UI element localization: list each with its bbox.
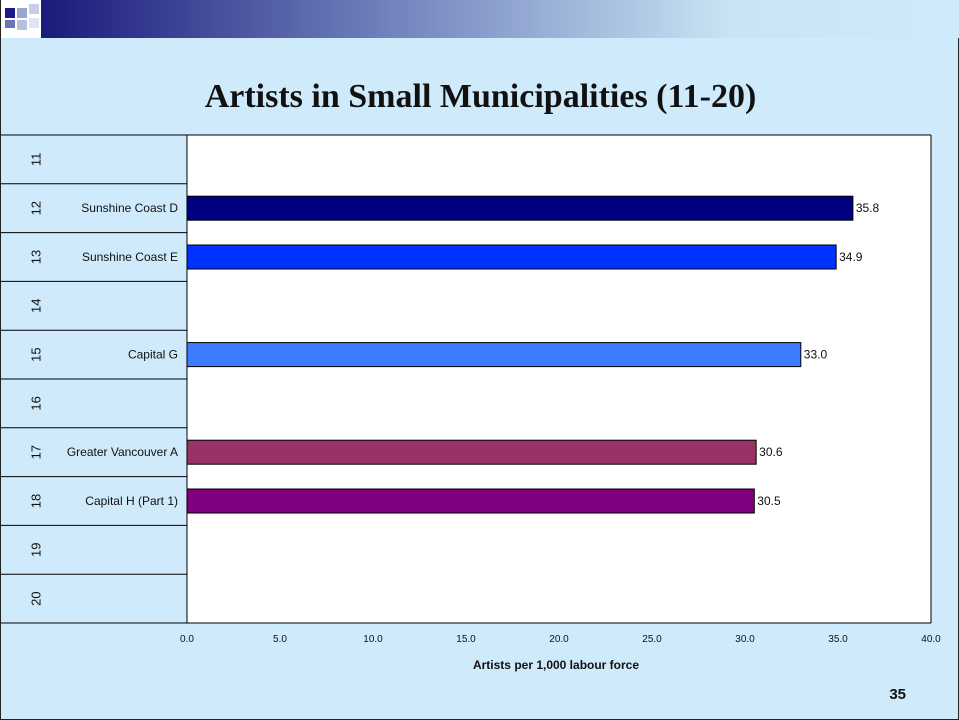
rank-label: 14 <box>28 299 43 313</box>
x-tick-label: 25.0 <box>642 634 662 645</box>
page-title: Artists in Small Municipalities (11-20) <box>204 78 757 115</box>
data-label: 30.6 <box>759 445 783 459</box>
rank-label: 20 <box>28 591 43 605</box>
data-label: 35.8 <box>856 201 880 215</box>
x-tick-label: 20.0 <box>549 634 569 645</box>
rank-label: 12 <box>28 201 43 215</box>
rank-label: 17 <box>28 445 43 459</box>
x-tick-label: 30.0 <box>735 634 755 645</box>
bars <box>186 195 854 514</box>
bar <box>186 244 837 270</box>
category-label: Capital H (Part 1) <box>85 494 178 508</box>
data-label: 33.0 <box>804 348 828 362</box>
x-axis-label: Artists per 1,000 labour force <box>473 658 639 672</box>
page-number: 35 <box>889 686 906 703</box>
x-tick-label: 5.0 <box>273 634 287 645</box>
rank-label: 15 <box>28 347 43 361</box>
rank-label: 13 <box>28 250 43 264</box>
category-label: Sunshine Coast D <box>81 201 178 215</box>
x-axis: 0.0 5.0 10.0 15.0 20.0 25.0 30.0 35.0 40.0 Artist… <box>180 634 941 672</box>
rank-label: 16 <box>28 396 43 410</box>
x-tick-label: 10.0 <box>363 634 383 645</box>
data-label: 30.5 <box>757 494 781 508</box>
category-label: Capital G <box>128 348 178 362</box>
x-tick-label: 35.0 <box>828 634 848 645</box>
labels: 11 12 Sunshine Coast D 35.8 13 Sunshine Coast… <box>28 153 879 606</box>
rank-label: 11 <box>28 153 43 167</box>
corner-squares-logo <box>5 4 39 30</box>
bar <box>186 195 854 221</box>
category-label: Greater Vancouver A <box>67 445 178 459</box>
category-label: Sunshine Coast E <box>82 250 178 264</box>
rank-label: 19 <box>28 543 43 557</box>
x-tick-label: 40.0 <box>921 634 941 645</box>
header-band <box>1 0 959 38</box>
bar <box>186 488 755 514</box>
x-tick-label: 15.0 <box>456 634 476 645</box>
x-tick-label: 0.0 <box>180 634 194 645</box>
bar <box>186 342 802 368</box>
data-label: 34.9 <box>839 250 863 264</box>
rank-label: 18 <box>28 494 43 508</box>
bar <box>186 439 757 465</box>
